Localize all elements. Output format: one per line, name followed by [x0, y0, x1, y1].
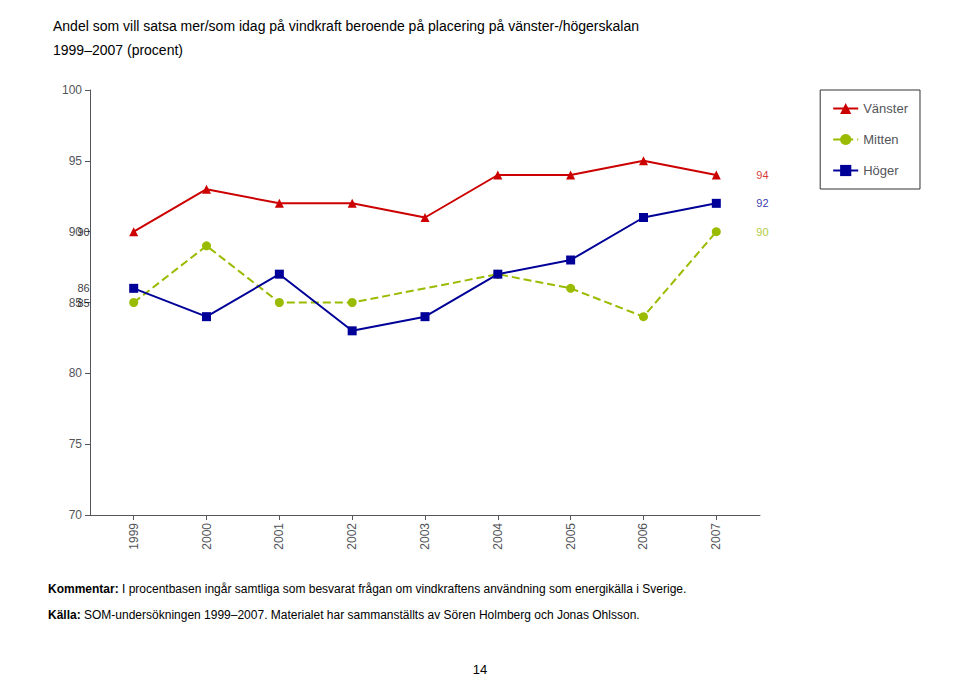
svg-text:90: 90	[68, 224, 82, 239]
svg-text:94: 94	[756, 169, 768, 181]
svg-text:90: 90	[77, 226, 89, 238]
svg-text:14: 14	[473, 662, 487, 677]
svg-text:Kommentar:: Kommentar:	[48, 582, 119, 596]
svg-text:80: 80	[69, 366, 83, 380]
svg-text:86: 86	[77, 282, 89, 294]
svg-text:2006: 2006	[636, 523, 650, 550]
svg-text:100: 100	[62, 83, 82, 97]
svg-text:2002: 2002	[345, 523, 359, 550]
svg-text:1999–2007 (procent): 1999–2007 (procent)	[53, 42, 183, 58]
svg-text:SOM-undersökningen 1999–2007.: SOM-undersökningen 1999–2007. Materialet…	[81, 608, 640, 622]
svg-text:95: 95	[69, 154, 83, 168]
svg-text:2003: 2003	[418, 523, 432, 550]
svg-text:90: 90	[756, 226, 768, 238]
svg-text:2000: 2000	[200, 523, 214, 550]
svg-text:85: 85	[77, 297, 89, 309]
svg-text:85: 85	[68, 295, 82, 310]
svg-text:2007: 2007	[709, 523, 723, 550]
svg-text:Källa:: Källa:	[48, 608, 81, 622]
svg-text:Vänster: Vänster	[863, 101, 908, 116]
svg-text:Andel som vill satsa mer/som i: Andel som vill satsa mer/som idag på vin…	[53, 18, 639, 34]
svg-text:92: 92	[756, 197, 768, 209]
svg-text:1999: 1999	[127, 523, 141, 550]
svg-text:70: 70	[69, 508, 83, 522]
svg-text:I procentbasen ingår samtliga: I procentbasen ingår samtliga som besvar…	[119, 582, 687, 596]
svg-text:Höger: Höger	[863, 163, 899, 178]
svg-text:Mitten: Mitten	[863, 132, 898, 147]
svg-text:2001: 2001	[272, 523, 286, 550]
svg-text:2005: 2005	[564, 523, 578, 550]
svg-text:75: 75	[69, 437, 83, 451]
svg-text:2004: 2004	[491, 523, 505, 550]
